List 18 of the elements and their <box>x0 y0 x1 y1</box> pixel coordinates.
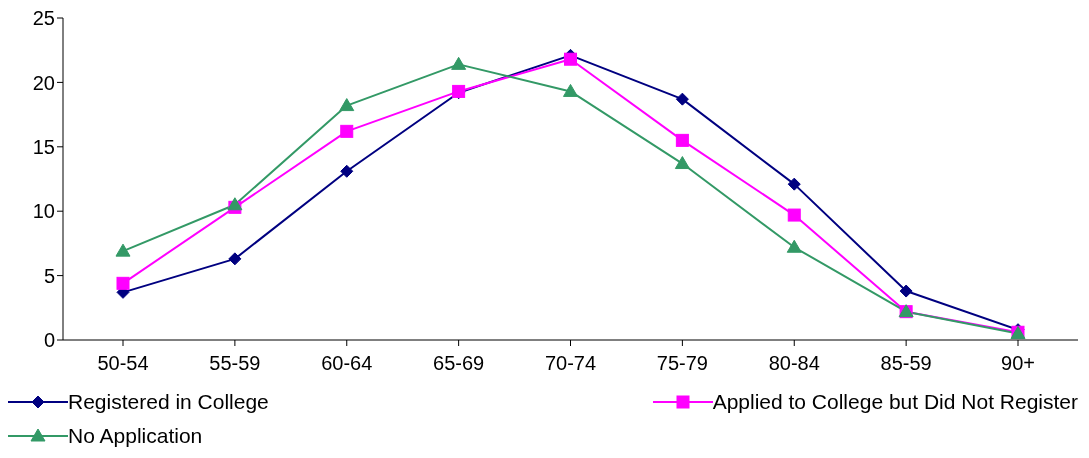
y-tick-label: 25 <box>32 7 55 30</box>
y-tick-label: 20 <box>32 71 55 94</box>
x-tick-label: 90+ <box>1001 352 1035 375</box>
legend-label: No Application <box>68 424 203 448</box>
legend-label: Applied to College but Did Not Register <box>712 390 1078 414</box>
x-tick-label: 70-74 <box>544 352 597 375</box>
y-tick-label: 5 <box>43 264 55 287</box>
y-tick-label: 15 <box>32 135 55 158</box>
legend-label: Registered in College <box>68 390 269 414</box>
x-tick-label: 60-64 <box>321 352 373 375</box>
x-tick-label: 65-69 <box>433 352 485 375</box>
x-tick-label: 85-59 <box>880 352 932 375</box>
x-tick-label: 80-84 <box>768 352 820 375</box>
x-tick-label: 50-54 <box>97 352 149 375</box>
y-tick-label: 10 <box>32 200 55 223</box>
x-tick-label: 75-79 <box>656 352 708 375</box>
x-tick-label: 55-59 <box>209 352 261 375</box>
y-tick-label: 0 <box>43 329 55 352</box>
